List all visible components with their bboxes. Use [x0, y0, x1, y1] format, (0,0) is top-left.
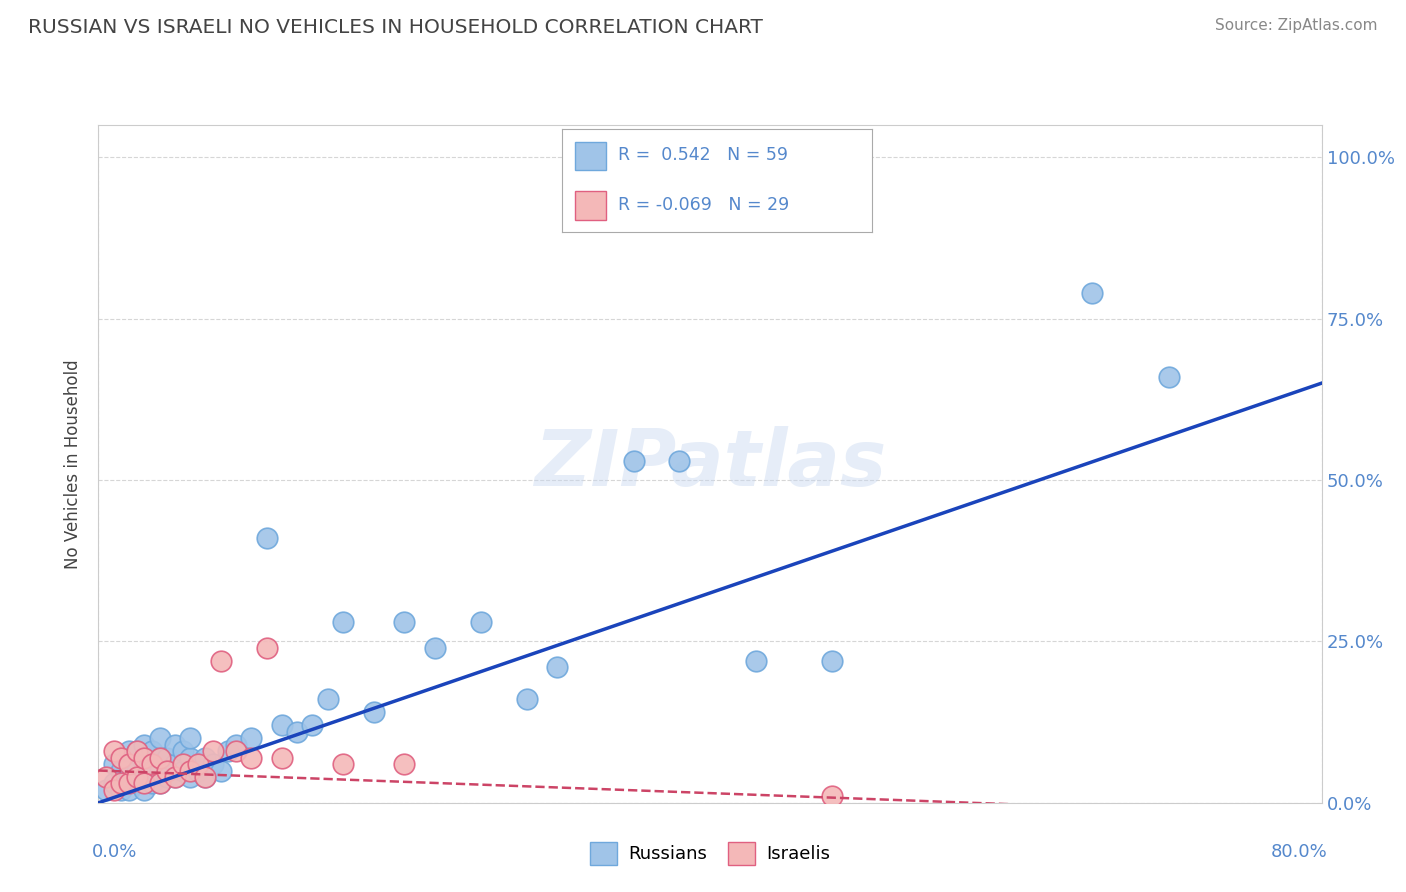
Point [141, 757, 163, 772]
Point [194, 770, 217, 784]
Point [179, 750, 201, 764]
Point [172, 764, 194, 778]
Point [103, 783, 125, 797]
Point [134, 750, 156, 764]
Point [821, 789, 844, 804]
Point [94, 770, 117, 784]
Point [134, 783, 156, 797]
Bar [575, 191, 606, 219]
Point [141, 776, 163, 790]
Point [103, 744, 125, 758]
Point [202, 757, 225, 772]
Point [125, 764, 148, 778]
Point [332, 615, 354, 629]
Point [118, 770, 141, 784]
Point [225, 738, 247, 752]
Point [668, 453, 690, 467]
Point [110, 764, 132, 778]
Point [187, 764, 209, 778]
Point [194, 750, 217, 764]
Point [125, 744, 148, 758]
Point [149, 750, 172, 764]
Point [163, 770, 186, 784]
Point [423, 640, 446, 655]
Text: 0.0%: 0.0% [93, 844, 138, 862]
Point [179, 764, 201, 778]
Point [623, 453, 645, 467]
Point [209, 654, 232, 668]
Point [240, 731, 263, 746]
Point [1157, 369, 1180, 384]
Point [141, 764, 163, 778]
Point [125, 776, 148, 790]
Point [209, 764, 232, 778]
Point [118, 776, 141, 790]
Point [156, 750, 179, 764]
Point [149, 731, 172, 746]
Point [256, 531, 278, 545]
Point [125, 744, 148, 758]
Text: 80.0%: 80.0% [1271, 844, 1327, 862]
Point [103, 776, 125, 790]
Point [392, 757, 416, 772]
Text: RUSSIAN VS ISRAELI NO VEHICLES IN HOUSEHOLD CORRELATION CHART: RUSSIAN VS ISRAELI NO VEHICLES IN HOUSEH… [28, 18, 763, 37]
Point [103, 757, 125, 772]
Text: R =  0.542   N = 59: R = 0.542 N = 59 [619, 146, 789, 164]
Point [134, 757, 156, 772]
Point [316, 692, 339, 706]
Point [179, 731, 201, 746]
Point [118, 757, 141, 772]
Point [110, 776, 132, 790]
Point [179, 770, 201, 784]
Point [118, 757, 141, 772]
Point [470, 615, 492, 629]
Point [516, 692, 538, 706]
Point [172, 757, 194, 772]
Point [194, 770, 217, 784]
Point [363, 706, 385, 720]
Point [163, 738, 186, 752]
Point [156, 764, 179, 778]
Point [256, 640, 278, 655]
Point [270, 718, 292, 732]
Point [240, 750, 263, 764]
Point [134, 770, 156, 784]
Point [149, 776, 172, 790]
Point [125, 770, 148, 784]
Point [546, 660, 568, 674]
Point [301, 718, 323, 732]
Point [217, 744, 239, 758]
Point [392, 615, 416, 629]
Point [202, 744, 225, 758]
Point [134, 776, 156, 790]
Point [163, 757, 186, 772]
Point [172, 744, 194, 758]
Point [163, 770, 186, 784]
Point [285, 724, 308, 739]
Point [1081, 285, 1104, 300]
Point [187, 757, 209, 772]
Point [118, 783, 141, 797]
Text: R = -0.069   N = 29: R = -0.069 N = 29 [619, 195, 789, 214]
Point [149, 764, 172, 778]
Text: ZIPatlas: ZIPatlas [534, 425, 886, 502]
Text: Source: ZipAtlas.com: Source: ZipAtlas.com [1215, 18, 1378, 33]
Y-axis label: No Vehicles in Household: No Vehicles in Household [65, 359, 83, 569]
Point [821, 654, 844, 668]
Point [118, 744, 141, 758]
Point [149, 750, 172, 764]
Bar [575, 142, 606, 170]
Point [332, 757, 354, 772]
Point [110, 783, 132, 797]
Point [134, 738, 156, 752]
Point [110, 750, 132, 764]
Legend: Russians, Israelis: Russians, Israelis [582, 835, 838, 871]
Point [745, 654, 768, 668]
Point [156, 770, 179, 784]
Point [141, 744, 163, 758]
Point [270, 750, 292, 764]
Point [94, 783, 117, 797]
Point [225, 744, 247, 758]
Point [149, 776, 172, 790]
